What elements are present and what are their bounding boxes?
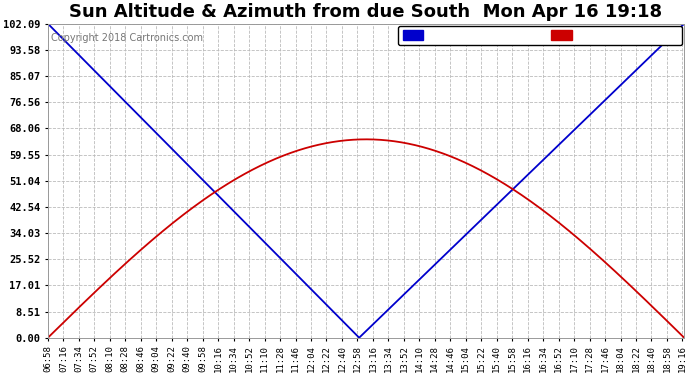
Title: Sun Altitude & Azimuth from due South  Mon Apr 16 19:18: Sun Altitude & Azimuth from due South Mo… bbox=[70, 3, 662, 21]
Text: Copyright 2018 Cartronics.com: Copyright 2018 Cartronics.com bbox=[51, 33, 203, 43]
Legend: Azimuth (Angle °), Altitude (Angle °): Azimuth (Angle °), Altitude (Angle °) bbox=[398, 26, 682, 45]
